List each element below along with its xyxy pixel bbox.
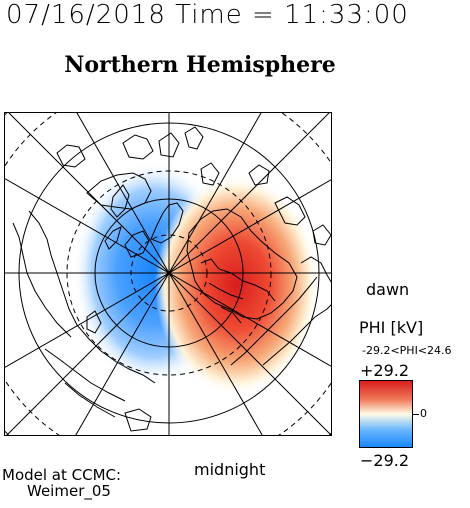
colorbar-min-label: −29.2	[360, 451, 410, 470]
colorbar-title: PHI [kV]	[359, 318, 424, 337]
model-credit-line2: Weimer_05	[27, 482, 111, 500]
model-credit-line1: Model at CCMC:	[2, 466, 122, 484]
positive-potential-cell	[155, 175, 319, 395]
colorbar-range-text: -29.2<PHI<24.6	[362, 344, 452, 357]
colorbar-zero-tick	[413, 414, 419, 415]
hemisphere-title: Northern Hemisphere	[64, 52, 336, 78]
coastlines	[12, 126, 331, 432]
polar-map-svg	[5, 113, 331, 435]
colorbar-zero-label: 0	[420, 407, 427, 420]
polar-map-panel	[4, 112, 332, 436]
dawn-label: dawn	[366, 280, 410, 299]
timestamp-title: 07/16/2018 Time = 11:33:00	[6, 0, 409, 30]
colorbar-max-label: +29.2	[360, 361, 410, 380]
colorbar-gradient	[359, 380, 413, 448]
meridian-grid	[5, 113, 331, 435]
midnight-label: midnight	[194, 460, 266, 479]
